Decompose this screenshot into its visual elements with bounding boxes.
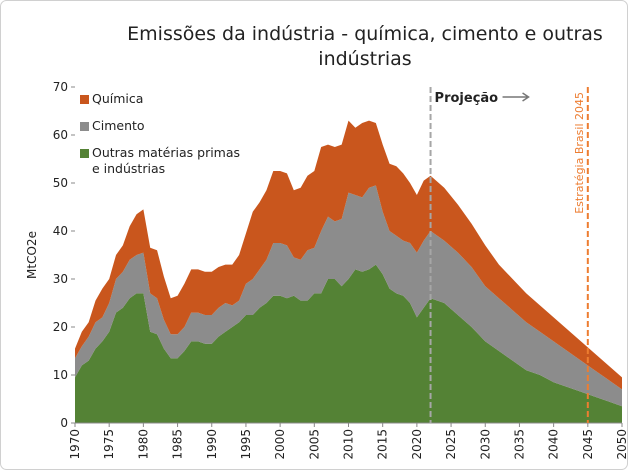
x-tick-label: 2020 [410,429,424,460]
x-tick-label: 2010 [342,429,356,460]
legend-swatch [80,122,89,131]
y-axis-label: MtCO2e [25,231,39,279]
area [75,185,622,407]
x-tick-label: 1970 [68,429,82,460]
x-tick-label: 1980 [136,429,150,460]
x-tick-label: 2030 [478,429,492,460]
legend: Química Cimento Outras matérias primas e i… [76,88,254,191]
x-tick-label: 2025 [444,429,458,460]
legend-label: Outras matérias primas e indústrias [92,145,241,176]
x-tick-label: 1985 [171,429,185,460]
annotation: Estratégia Brasil 2045 [573,92,586,214]
legend-swatch [80,95,89,104]
legend-label: Cimento [92,118,145,133]
legend-item: Química [80,91,250,107]
x-tick-label: 1995 [239,429,253,460]
y-tick-label: 20 [53,320,68,334]
annotation: Projeção [435,91,499,106]
x-tick-label: 2040 [547,429,561,460]
x-tick-label: 2035 [512,429,526,460]
x-tick-label: 2000 [273,429,287,460]
area [75,120,622,390]
x-tick-label: 2015 [376,429,390,460]
y-tick-label: 40 [53,224,68,238]
legend-swatch [80,149,89,158]
legend-item: Cimento [80,118,250,134]
area [75,264,622,423]
y-tick-label: 0 [60,416,68,430]
x-tick-label: 2045 [581,429,595,460]
chart-title: Emissões da indústria - química, cimento… [127,23,603,70]
y-tick-label: 70 [53,80,68,94]
legend-label: Química [92,91,144,106]
arrow [502,92,530,102]
y-tick-label: 50 [53,176,68,190]
legend-item: Outras matérias primas e indústrias [80,145,250,177]
y-tick-label: 30 [53,272,68,286]
y-tick-label: 60 [53,128,68,142]
x-tick-label: 1990 [205,429,219,460]
x-tick-label: 2050 [615,429,628,460]
x-tick-label: 2005 [307,429,321,460]
x-tick-label: 1975 [102,429,116,460]
y-tick-label: 10 [53,368,68,382]
